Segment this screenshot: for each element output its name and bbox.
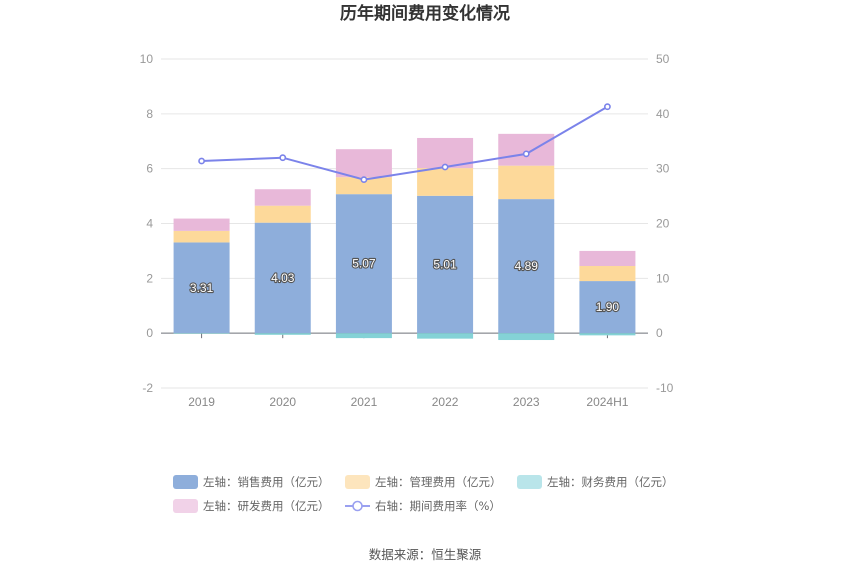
bar-value-label: 3.31 (190, 281, 214, 295)
bar-value-label: 4.89 (515, 259, 539, 273)
line-point (198, 157, 205, 165)
legend: 左轴：销售费用（亿元） 左轴：管理费用（亿元） 左轴：财务费用（亿元） 左轴：研发费用… (173, 475, 674, 513)
bar (335, 333, 392, 339)
left-tick-label: 10 (140, 52, 154, 66)
bar (254, 189, 311, 206)
legend-swatch (173, 475, 198, 489)
grid-lines (161, 58, 648, 389)
legend-swatch (517, 475, 542, 489)
bar (173, 230, 230, 243)
bar (254, 222, 311, 334)
bar (417, 168, 474, 196)
legend-label: 左轴：财务费用（亿元） (547, 475, 674, 489)
bar (173, 333, 230, 334)
left-tick-label: 0 (146, 326, 153, 340)
left-tick-label: 8 (146, 107, 153, 121)
line-point (441, 163, 449, 171)
bar-value-label: 4.03 (271, 271, 295, 285)
chart-title: 历年期间费用变化情况 (340, 3, 510, 24)
right-tick-label: 40 (656, 107, 670, 121)
line-point (360, 176, 368, 184)
x-tick-label: 2022 (432, 395, 459, 409)
legend-swatch (173, 499, 198, 513)
right-tick-label: 10 (656, 271, 670, 285)
x-tick-label: 2023 (513, 395, 540, 409)
x-tick-label: 2021 (351, 395, 378, 409)
left-tick-label: 4 (146, 217, 153, 231)
bar-value-label: 1.90 (596, 300, 620, 314)
bar (498, 199, 555, 334)
data-labels: 3.31 4.03 5.07 5.01 4.89 1.90 (189, 256, 621, 316)
bar (498, 165, 555, 200)
bar (254, 205, 311, 223)
bar (173, 242, 230, 334)
bar (579, 281, 636, 334)
bar (417, 195, 474, 334)
right-tick-label: 30 (656, 162, 670, 176)
legend-marker-icon (352, 500, 363, 512)
x-tick-label: 2019 (188, 395, 215, 409)
legend-swatch (345, 475, 370, 489)
line-path (201, 105, 608, 181)
source-note: 数据来源：恒生聚源 (369, 547, 482, 562)
line-series (198, 103, 611, 184)
axes: -2 0 2 4 6 8 10 -10 0 10 20 30 40 50 2019 2020 2021 2022 2… (140, 52, 674, 409)
left-tick-label: 6 (146, 162, 153, 176)
bar (335, 194, 392, 334)
line-point (279, 154, 287, 162)
x-tick-label: 2020 (269, 395, 296, 409)
line-point (604, 103, 611, 111)
bar (498, 133, 555, 166)
bar (417, 333, 474, 339)
right-tick-label: 20 (656, 217, 670, 231)
right-tick-label: 50 (656, 52, 670, 66)
bar (335, 177, 392, 195)
legend-label: 左轴：研发费用（亿元） (203, 499, 330, 513)
left-tick-label: 2 (146, 271, 153, 285)
bar (579, 265, 636, 282)
legend-label: 右轴：期间费用率（%） (375, 499, 501, 513)
bar (498, 333, 555, 341)
line-point (522, 150, 530, 158)
bar (335, 149, 392, 178)
bar-value-label: 5.07 (352, 257, 376, 271)
bar-series (173, 133, 636, 341)
bar (579, 333, 636, 336)
legend-label: 左轴：销售费用（亿元） (203, 475, 330, 489)
left-tick-label: -2 (142, 381, 153, 395)
x-tick-label: 2024H1 (586, 395, 628, 409)
bar (173, 218, 230, 231)
bar-value-label: 5.01 (433, 257, 457, 271)
right-tick-label: 0 (656, 326, 663, 340)
legend-label: 左轴：管理费用（亿元） (375, 475, 502, 489)
bar (579, 250, 636, 266)
bar (254, 333, 311, 335)
right-tick-label: -10 (656, 381, 674, 395)
